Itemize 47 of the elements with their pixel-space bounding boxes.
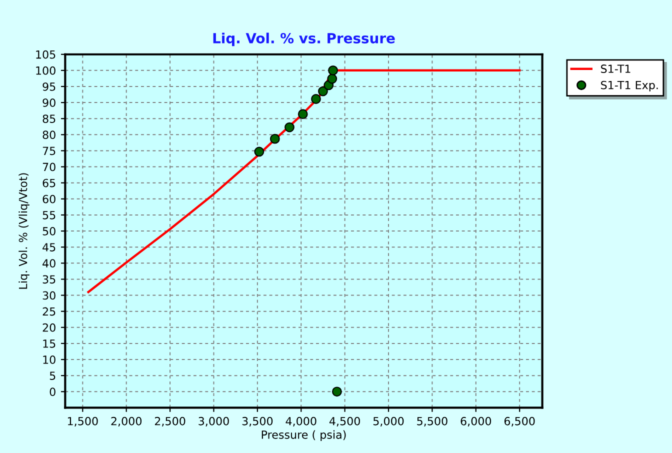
x-tick-label: 5,000 (373, 416, 404, 426)
x-tick-label: 2,000 (111, 416, 142, 426)
point (254, 146, 264, 157)
y-tick-label: 75 (42, 146, 56, 156)
y-tick-label: 65 (42, 178, 56, 188)
x-tick-label: 1,500 (68, 416, 98, 426)
point (332, 386, 342, 397)
chart-title: Liq. Vol. % vs. Pressure (213, 32, 395, 46)
y-tick-label: 70 (42, 162, 56, 172)
point (270, 134, 280, 144)
y-tick-label: 5 (50, 372, 56, 380)
x-tick-label: 3,000 (198, 416, 229, 426)
y-tick-label: 90 (42, 98, 56, 107)
y-tick-label: 45 (42, 243, 56, 252)
y-tick-label: 15 (43, 340, 56, 348)
point (328, 65, 338, 76)
point (327, 74, 338, 84)
y-tick-label: 105 (36, 50, 56, 59)
legend-label: S1-T1 (601, 64, 630, 73)
y-tick-label: 60 (42, 194, 56, 204)
y-tick-label: 20 (42, 323, 56, 332)
y-tick-label: 80 (42, 130, 56, 140)
x-tick-label: 4,500 (329, 416, 360, 426)
x-tick-label: 6,000 (460, 416, 492, 426)
x-tick-label: 6,500 (504, 416, 535, 426)
y-tick-label: 35 (42, 275, 56, 284)
y-tick-label: 25 (42, 307, 56, 316)
y-axis-title: Liq. Vol. % (Vliq/Vtot) (18, 173, 30, 289)
point (311, 94, 321, 104)
x-tick-label: 2,500 (154, 416, 186, 426)
point (284, 122, 294, 132)
x-tick-label: 3,500 (242, 416, 273, 426)
x-axis-title: Pressure ( psia) (262, 430, 346, 442)
y-tick-label: 55 (42, 211, 56, 220)
y-tick-label: 10 (43, 355, 56, 364)
point (318, 86, 328, 96)
legend-label: S1-T1 Exp. (601, 80, 658, 92)
y-tick-label: 95 (42, 82, 56, 91)
y-tick-label: 30 (42, 291, 56, 300)
x-tick-label: 5,500 (417, 416, 448, 426)
y-tick-label: 85 (42, 114, 56, 123)
y-tick-label: 40 (42, 259, 56, 268)
point (298, 109, 308, 120)
x-tick-label: 4,000 (286, 416, 316, 426)
y-tick-label: 50 (42, 227, 56, 236)
y-tick-label: 0 (50, 388, 56, 396)
y-tick-label: 100 (36, 66, 56, 75)
